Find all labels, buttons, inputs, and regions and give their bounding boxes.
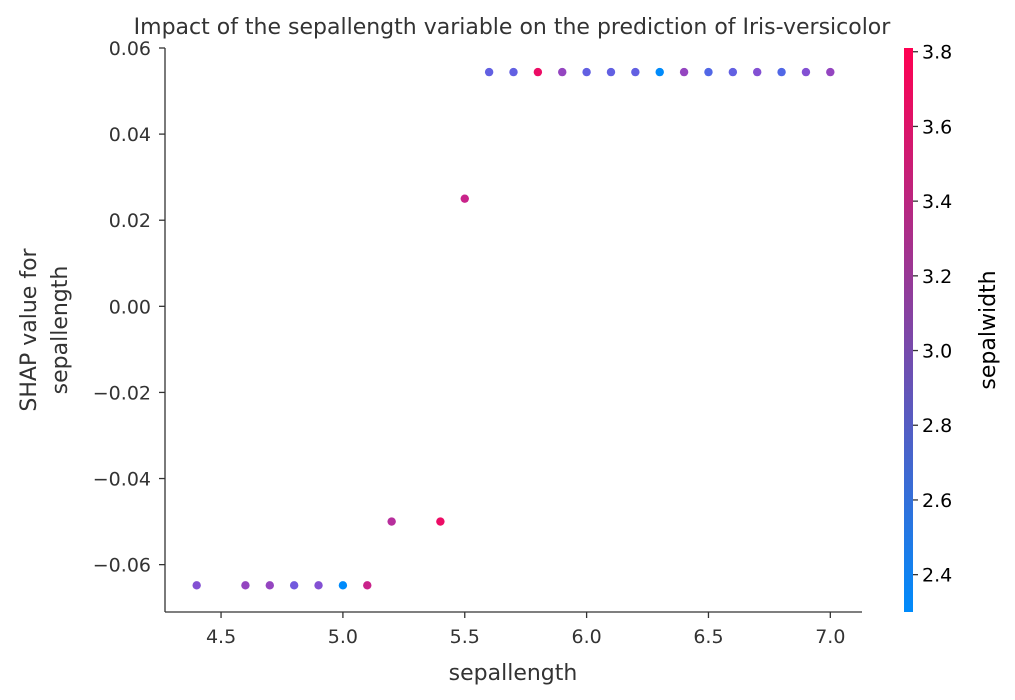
data-point [679, 67, 689, 77]
data-point [704, 67, 713, 77]
y-tick-label: 0.02 [109, 210, 151, 232]
colorbar-tick-label: 3.4 [922, 191, 952, 213]
y-ticks: 0.06 0.04 0.02 0.00 −0.02 −0.04 −0.06 [93, 38, 165, 577]
data-point [289, 581, 299, 590]
x-axis-title: sepallength [449, 661, 578, 686]
data-point [582, 67, 591, 77]
data-point [363, 581, 372, 590]
data-point [533, 67, 543, 77]
x-tick-label: 5.5 [450, 626, 480, 648]
x-tick-label: 6.0 [572, 626, 602, 648]
data-point [192, 581, 201, 590]
data-point [631, 67, 640, 77]
data-point [314, 581, 323, 590]
y-tick-label: −0.06 [93, 555, 151, 577]
colorbar-gradient [904, 48, 913, 612]
x-tick-label: 4.5 [206, 626, 236, 648]
y-tick-label: 0.04 [109, 124, 151, 146]
x-tick-label: 6.5 [693, 626, 723, 648]
colorbar-tick-label: 3.6 [922, 116, 952, 138]
colorbar-title: sepalwidth [976, 270, 1001, 389]
data-point [728, 67, 738, 77]
x-axis: 4.5 5.0 5.5 6.0 6.5 7.0 [165, 611, 862, 648]
colorbar-tick-label: 3.0 [922, 341, 952, 363]
data-point [801, 67, 811, 77]
data-point [338, 581, 348, 590]
data-point [777, 67, 786, 77]
data-point [655, 67, 664, 77]
colorbar-tick-label: 2.4 [922, 565, 952, 587]
colorbar-tick-label: 3.2 [922, 266, 952, 288]
data-point [826, 67, 835, 77]
data-point [436, 517, 445, 526]
y-axis-title-line-2: sepallength [48, 266, 73, 395]
data-points [192, 67, 835, 590]
y-axis-title-line-1: SHAP value for [17, 247, 42, 411]
data-point [509, 67, 518, 77]
colorbar-tick-label: 2.6 [922, 490, 952, 512]
x-tick-label: 5.0 [328, 626, 358, 648]
data-point [753, 67, 762, 77]
colorbar-ticks: 2.4 2.6 2.8 3.0 3.2 3.4 3.6 3.8 [913, 42, 952, 587]
data-point [606, 67, 616, 77]
x-ticks: 4.5 5.0 5.5 6.0 6.5 7.0 [206, 612, 845, 648]
data-point [484, 67, 494, 77]
data-point [387, 517, 396, 526]
chart-title: Impact of the sepallength variable on th… [134, 15, 892, 40]
y-tick-label: −0.04 [93, 469, 151, 491]
x-tick-label: 7.0 [815, 626, 845, 648]
colorbar-tick-label: 2.8 [922, 415, 952, 437]
data-point [265, 581, 274, 590]
colorbar: 2.4 2.6 2.8 3.0 3.2 3.4 3.6 3.8 sepalwidth [904, 42, 1001, 612]
y-axis: 0.06 0.04 0.02 0.00 −0.02 −0.04 −0.06 [93, 38, 166, 612]
y-tick-label: 0.00 [109, 296, 151, 318]
y-tick-label: −0.02 [93, 382, 151, 404]
data-point [460, 194, 469, 203]
data-point [241, 581, 250, 590]
colorbar-tick-label: 3.8 [922, 42, 952, 64]
y-tick-label: 0.06 [109, 38, 151, 60]
data-point [558, 67, 567, 77]
